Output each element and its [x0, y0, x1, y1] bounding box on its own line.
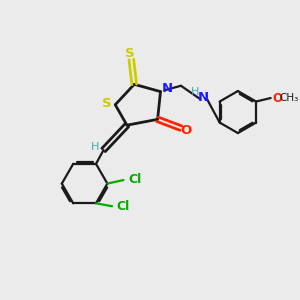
Text: H: H [191, 88, 200, 98]
Text: N: N [197, 91, 208, 104]
Text: CH₃: CH₃ [279, 93, 298, 103]
Text: S: S [125, 46, 135, 60]
Text: Cl: Cl [116, 200, 130, 213]
Text: O: O [272, 92, 282, 104]
Text: N: N [162, 82, 173, 95]
Text: S: S [102, 97, 112, 110]
Text: O: O [181, 124, 192, 137]
Text: Cl: Cl [128, 173, 141, 186]
Text: H: H [91, 142, 99, 152]
